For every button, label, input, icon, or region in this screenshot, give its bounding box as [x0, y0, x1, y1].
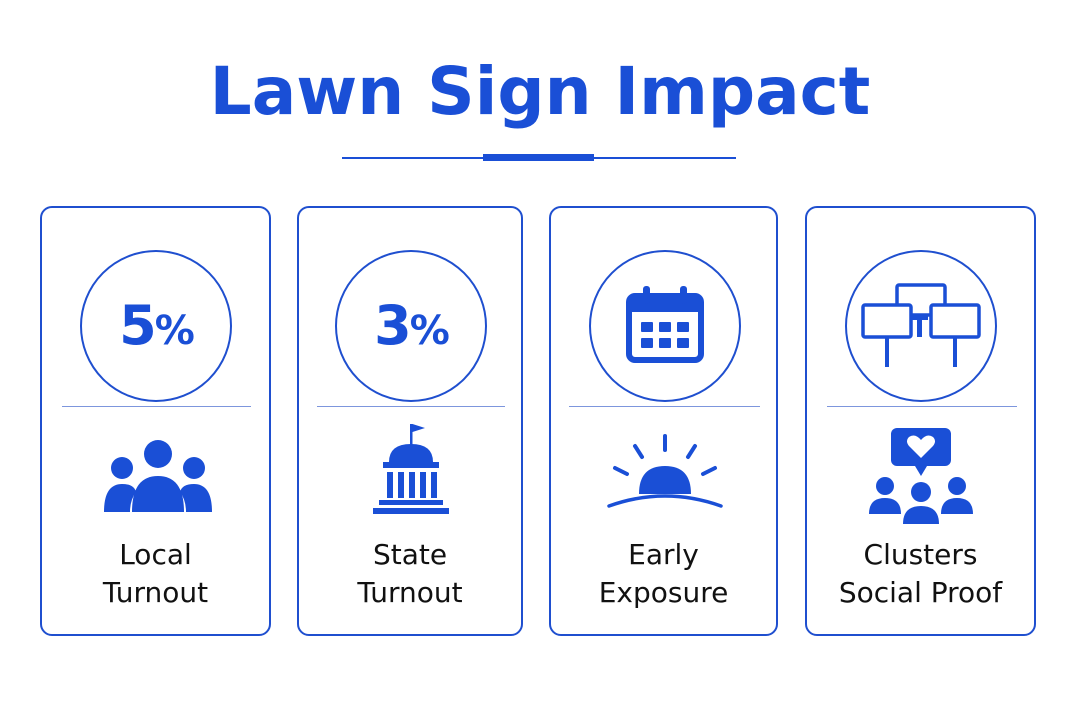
card-early-exposure: Early Exposure [549, 206, 778, 636]
card-label: Local Turnout [102, 538, 209, 609]
icon-circle [589, 250, 741, 402]
icon-circle [845, 250, 997, 402]
stat-circle: 3% [335, 250, 487, 402]
card-separator [317, 406, 505, 407]
calendar-icon [626, 286, 704, 363]
card-state-turnout: 3% State Turnout [297, 206, 523, 636]
sunrise-icon [607, 434, 723, 508]
social-heart-icon [869, 428, 973, 524]
card-local-turnout: 5% Local Turnout [40, 206, 271, 636]
card-label: Early Exposure [598, 538, 729, 609]
card-label: Clusters Social Proof [838, 538, 1003, 609]
capitol-icon [373, 424, 449, 514]
signs-cluster-icon [861, 283, 981, 367]
stat-circle: 5% [80, 250, 232, 402]
card-separator [569, 406, 760, 407]
card-separator [827, 406, 1017, 407]
stat-value: 3% [374, 294, 450, 357]
card-clusters-social-proof: Clusters Social Proof [805, 206, 1036, 636]
title-divider-accent [483, 154, 594, 161]
card-separator [62, 406, 251, 407]
group-icon [104, 440, 212, 512]
card-label: State Turnout [357, 538, 463, 609]
page-title: Lawn Sign Impact [209, 53, 871, 130]
stat-value: 5% [119, 294, 195, 357]
